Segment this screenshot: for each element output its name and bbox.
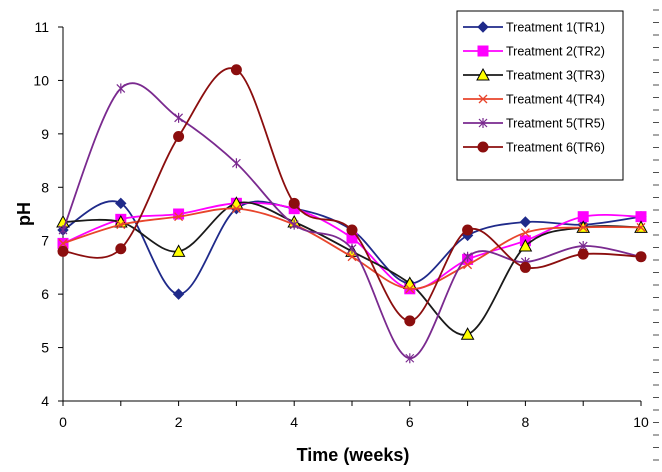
series-2-point [635, 211, 647, 223]
y-axis-ticks: 4 5 6 7 8 9 10 11 [33, 19, 63, 409]
series-3 [56, 196, 648, 340]
series-3-point [460, 327, 475, 340]
legend-item-4: Treatment 4(TR4) [463, 93, 605, 107]
series-5-point [463, 251, 473, 262]
x-tick-label: 6 [406, 414, 414, 430]
legend-label: Treatment 3(TR3) [506, 69, 605, 83]
series-5-point [347, 243, 357, 254]
series-4-point [520, 228, 530, 238]
legend-marker [478, 118, 488, 128]
legend-label: Treatment 2(TR2) [506, 45, 605, 59]
y-tick-label: 5 [41, 340, 49, 356]
series-5-point [116, 83, 126, 94]
series-1-point [172, 288, 185, 300]
series-5-point [58, 225, 68, 236]
marker-stroke [174, 212, 184, 222]
legend-marker [478, 94, 488, 104]
series-6 [57, 64, 647, 327]
marker-stroke [116, 220, 126, 230]
series-4-point [116, 220, 126, 230]
series-4-point [231, 204, 241, 214]
legend-item-1: Treatment 1(TR1) [463, 21, 605, 35]
y-tick-label: 8 [41, 179, 49, 195]
y-tick-label: 4 [41, 393, 49, 409]
marker-stroke [58, 238, 68, 248]
y-tick-label: 7 [41, 233, 49, 249]
series-4-point [636, 222, 646, 232]
x-tick-label: 10 [633, 414, 649, 430]
marker-stroke [478, 94, 488, 104]
marker-stroke [578, 222, 588, 232]
series-6-point [519, 261, 531, 273]
y-axis-title: pH [14, 202, 34, 226]
legend-label: Treatment 1(TR1) [506, 21, 605, 35]
series-3-point [518, 239, 533, 252]
series-6-point [577, 248, 589, 260]
marker-stroke [405, 284, 415, 294]
x-tick-label: 0 [59, 414, 67, 430]
series-5-point [405, 353, 415, 364]
y-tick-label: 10 [33, 72, 49, 88]
series-1-point [519, 216, 532, 228]
series-6-point [635, 251, 647, 263]
x-axis-title: Time (weeks) [297, 445, 410, 465]
x-axis-ticks: 0 2 4 6 8 10 [59, 401, 649, 430]
right-edge-dashes [653, 9, 659, 461]
legend-marker [477, 21, 489, 33]
series-4-point [578, 222, 588, 232]
legend-marker [476, 67, 490, 81]
x-tick-label: 4 [290, 414, 298, 430]
y-tick-label: 11 [34, 19, 49, 35]
series-4-point [347, 252, 357, 262]
series-6-point [57, 245, 69, 257]
series-layer [56, 64, 648, 364]
series-6-point [462, 224, 474, 236]
series-4-point [405, 284, 415, 294]
marker-stroke [463, 260, 473, 270]
legend-label: Treatment 6(TR6) [506, 141, 605, 155]
series-6-point [230, 64, 242, 76]
series-6-point [346, 224, 358, 236]
y-tick-label: 6 [41, 286, 49, 302]
marker-stroke [636, 222, 646, 232]
x-tick-label: 8 [522, 414, 530, 430]
series-4-point [174, 212, 184, 222]
series-2-point [173, 208, 185, 220]
series-1-point [115, 197, 127, 210]
series-3-point [171, 244, 186, 257]
series-6-point [115, 243, 127, 255]
marker-stroke [347, 252, 357, 262]
series-6-point [404, 315, 416, 327]
marker-stroke [231, 204, 241, 214]
series-4-point [463, 260, 473, 270]
legend-label: Treatment 5(TR5) [506, 117, 605, 131]
series-4-point [58, 238, 68, 248]
series-5-point [174, 112, 184, 123]
series-2-point [577, 211, 589, 223]
legend-item-2: Treatment 2(TR2) [463, 45, 605, 59]
series-6-point [173, 131, 185, 143]
legend-label: Treatment 4(TR4) [506, 93, 605, 107]
x-tick-label: 2 [175, 414, 183, 430]
legend-marker [477, 45, 489, 57]
series-6-point [288, 197, 300, 209]
marker-stroke [520, 228, 530, 238]
series-5-point [289, 219, 299, 230]
legend: Treatment 1(TR1) Treatment 2(TR2) Treatmen… [456, 10, 624, 181]
legend-marker [477, 141, 489, 153]
legend-item-6: Treatment 6(TR6) [463, 141, 605, 155]
legend-item-5: Treatment 5(TR5) [463, 117, 605, 131]
series-5-point [231, 158, 241, 169]
y-tick-label: 9 [41, 126, 49, 142]
legend-item-3: Treatment 3(TR3) [463, 67, 605, 83]
